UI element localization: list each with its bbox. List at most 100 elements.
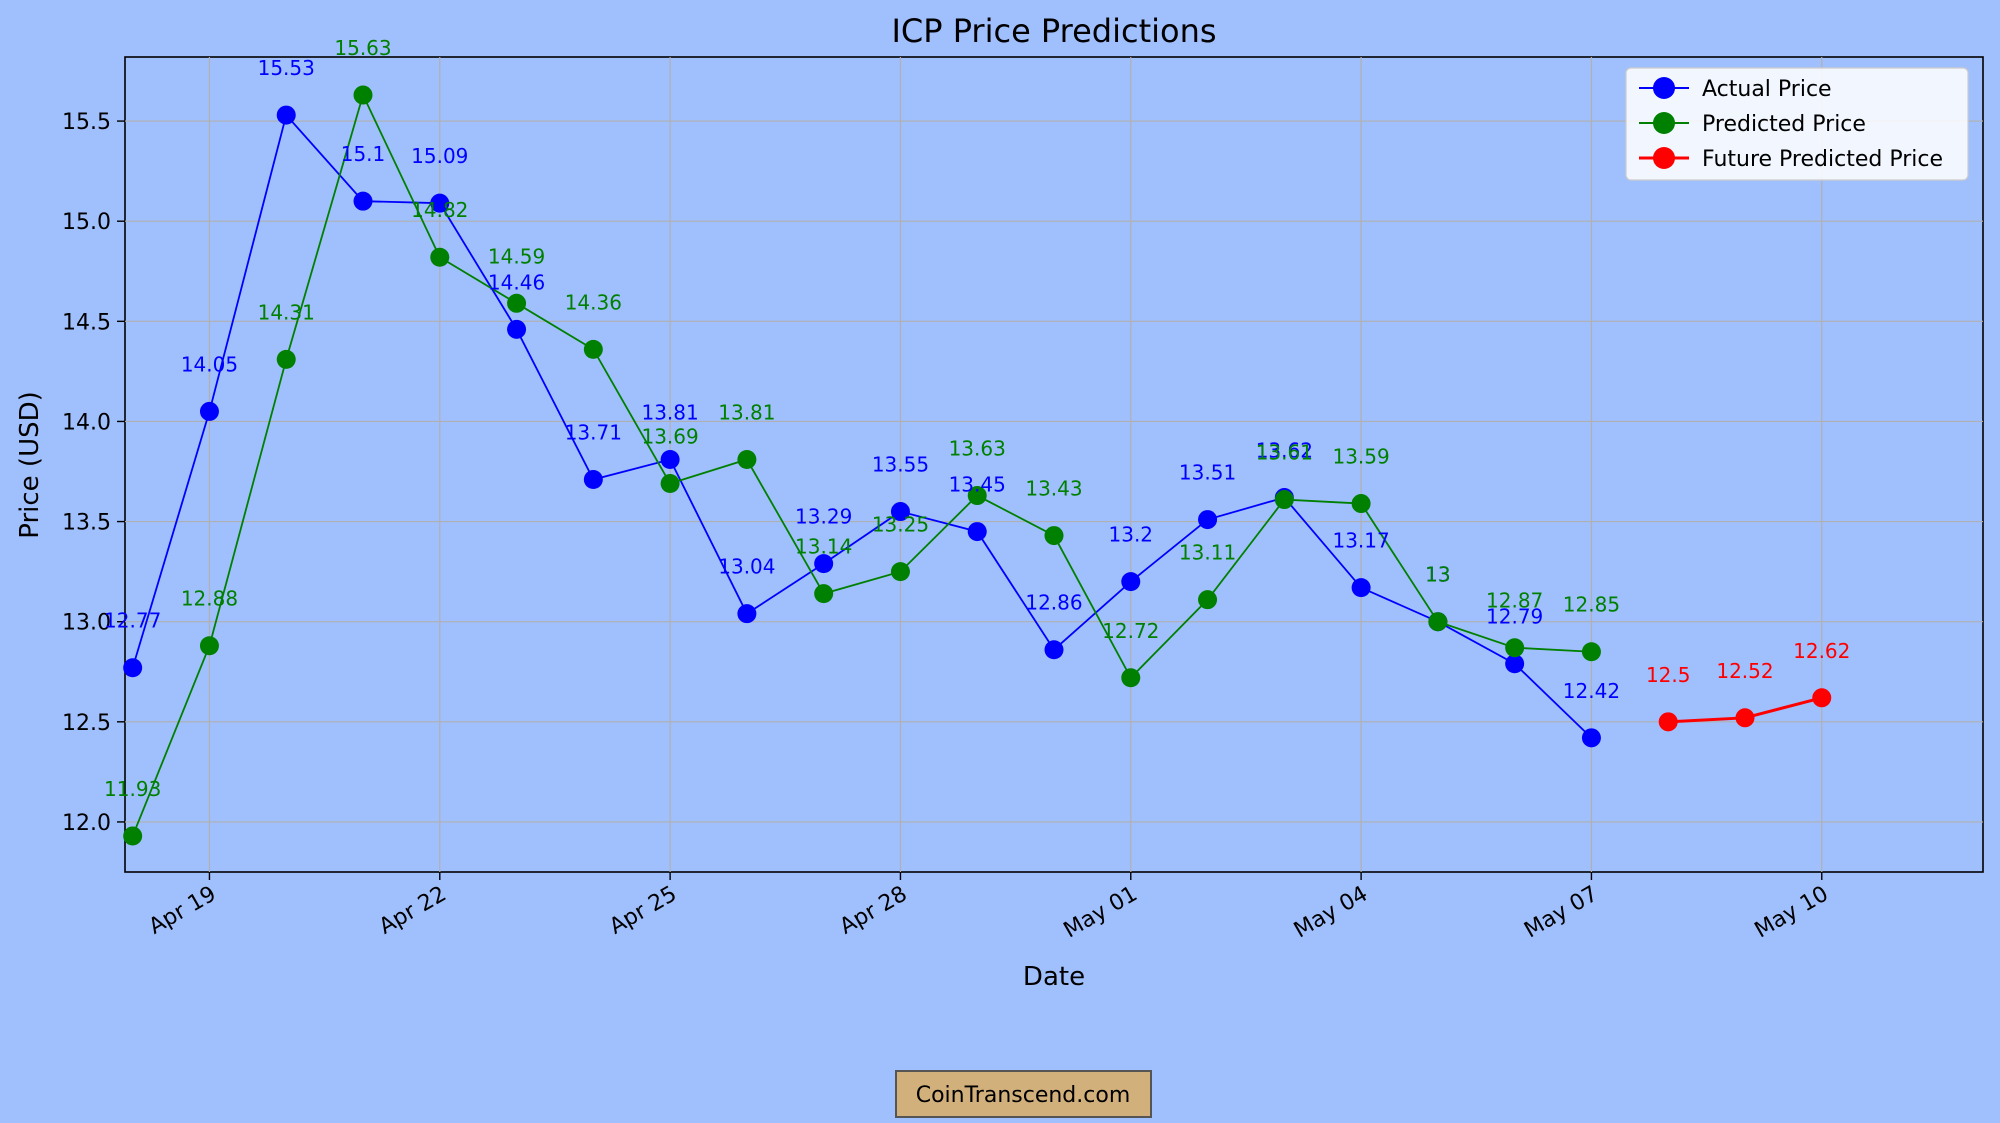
legend: Actual Price Predicted Price Future Pred…	[1625, 67, 1969, 181]
data-point	[1351, 578, 1371, 598]
data-point	[660, 449, 680, 469]
y-tick-label: 12.0	[62, 811, 111, 836]
series-line	[131, 113, 1593, 739]
data-point	[660, 474, 680, 494]
data-point	[1044, 526, 1064, 546]
data-point	[967, 522, 987, 542]
watermark: CoinTranscend.com	[895, 1070, 1152, 1118]
data-label: 14.59	[488, 244, 545, 268]
data-point	[1198, 510, 1218, 530]
data-label: 11.93	[104, 777, 161, 801]
series-line	[131, 92, 1592, 837]
data-label: 13.43	[1025, 477, 1082, 501]
data-label: 13.61	[1256, 441, 1313, 465]
data-label: 12.62	[1793, 639, 1850, 663]
data-label: 12.52	[1716, 659, 1773, 683]
data-label: 14.31	[258, 300, 315, 324]
legend-actual-label: Actual Price	[1702, 77, 1832, 102]
data-point	[890, 502, 910, 522]
plot-area	[124, 56, 1984, 873]
data-point	[1274, 490, 1294, 510]
x-tick-label: May 04	[1290, 882, 1372, 944]
x-tick-label: May 10	[1751, 882, 1833, 944]
data-point	[1735, 708, 1755, 728]
x-tick-label: Apr 22	[375, 882, 451, 940]
data-label: 13.62	[1256, 439, 1313, 463]
data-label: 13.59	[1332, 445, 1389, 469]
data-label: 14.46	[488, 270, 545, 294]
data-point	[1581, 642, 1601, 662]
data-point	[737, 449, 757, 469]
data-label: 12.87	[1486, 589, 1543, 613]
data-label: 13.11	[1179, 541, 1236, 565]
legend-predicted-label: Predicted Price	[1702, 112, 1866, 137]
data-point	[1351, 494, 1371, 514]
data-point	[967, 486, 987, 506]
data-point	[814, 554, 834, 574]
legend-actual-marker	[1653, 77, 1675, 99]
data-label: 13.69	[641, 425, 698, 449]
data-label: 12.42	[1563, 679, 1620, 703]
data-label: 13.2	[1109, 523, 1154, 547]
x-axis-ticks: Apr 19 Apr 22 Apr 25 Apr 28 May 01 May 04 May …	[145, 872, 1833, 943]
data-point	[199, 401, 219, 421]
data-point	[353, 85, 373, 105]
data-point	[1505, 638, 1525, 658]
data-label: 13.45	[949, 473, 1006, 497]
data-point	[123, 658, 143, 678]
data-point	[430, 247, 450, 267]
data-label: 12.72	[1102, 619, 1159, 643]
y-tick-label: 12.5	[62, 711, 111, 736]
data-point	[276, 105, 296, 125]
data-label: 13.55	[872, 453, 929, 477]
data-label: 12.77	[104, 609, 161, 633]
data-label: 14.05	[181, 352, 238, 376]
data-point	[583, 470, 603, 490]
legend-predicted-marker	[1653, 112, 1675, 134]
data-point	[353, 191, 373, 211]
legend-future-marker	[1653, 147, 1675, 169]
data-label: 13.25	[872, 513, 929, 537]
data-label: 13.29	[795, 505, 852, 529]
data-label: 13.71	[565, 421, 622, 445]
data-label: 12.5	[1646, 663, 1691, 687]
data-point	[1121, 572, 1141, 592]
data-label: 14.36	[565, 290, 622, 314]
data-label: 13.51	[1179, 461, 1236, 485]
y-tick-label: 13.5	[62, 511, 111, 536]
data-point	[1044, 640, 1064, 660]
data-point	[890, 562, 910, 582]
data-point	[814, 584, 834, 604]
data-point	[1428, 612, 1448, 632]
x-axis-label: Date	[1023, 962, 1085, 992]
data-point	[507, 319, 527, 339]
data-point	[1581, 728, 1601, 748]
data-label: 12.86	[1025, 591, 1082, 615]
watermark-text: CoinTranscend.com	[916, 1083, 1131, 1108]
x-tick-label: Apr 19	[145, 882, 221, 940]
watermark-box	[895, 1070, 1152, 1118]
data-label: 13.14	[795, 535, 852, 559]
data-point	[1812, 688, 1832, 708]
data-label: 12.88	[181, 587, 238, 611]
data-label: 13.63	[949, 437, 1006, 461]
data-point	[1121, 668, 1141, 688]
data-label: 15.53	[258, 56, 315, 80]
data-point	[1505, 654, 1525, 674]
series-lines	[123, 85, 1832, 846]
y-axis-ticks: 12.0 12.5 13.0 13.5 14.0 14.5 15.0 15.5	[62, 110, 125, 836]
data-label: 14.82	[411, 198, 468, 222]
data-point	[737, 604, 757, 624]
data-point	[430, 193, 450, 213]
data-point	[123, 826, 143, 846]
x-tick-label: May 07	[1520, 882, 1602, 944]
data-point	[507, 293, 527, 313]
data-label: 13	[1425, 563, 1450, 587]
data-point	[1658, 712, 1678, 732]
data-label: 13.81	[718, 400, 775, 424]
chart-title: ICP Price Predictions	[891, 12, 1216, 50]
legend-box	[1625, 67, 1969, 181]
data-point	[199, 636, 219, 656]
x-tick-label: Apr 25	[605, 882, 681, 940]
